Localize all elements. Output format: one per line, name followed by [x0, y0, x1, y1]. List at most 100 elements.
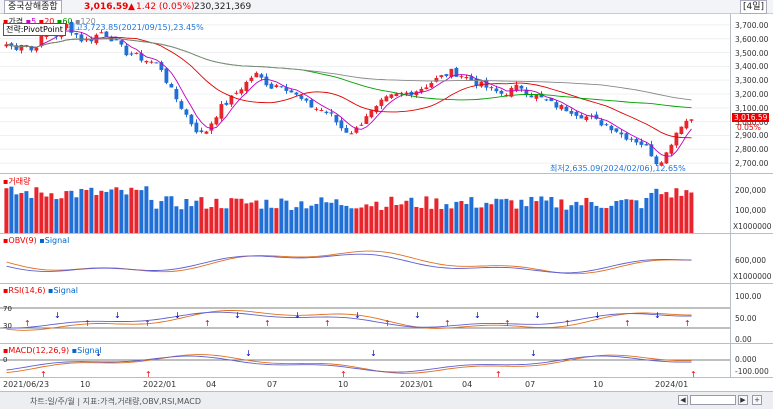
price-candle: [234, 92, 239, 94]
price-candle: [494, 88, 499, 92]
volume-bar: [59, 198, 64, 233]
price-candles: [0, 19, 730, 167]
macd-legend[interactable]: ▪MACD(12,26,9) ▪Signal: [3, 346, 102, 355]
price-candle: [29, 45, 34, 51]
volume-bar: [324, 202, 329, 233]
price-legend[interactable]: ▪가격 ▪5 ▪20 ▪60 ▪120: [3, 17, 96, 26]
volume-bar: [409, 197, 414, 233]
volume-bar: [444, 204, 449, 233]
rsi-legend[interactable]: ▪RSI(14,6) ▪Signal: [3, 286, 79, 295]
price-candle: [149, 61, 154, 63]
volume-bar: [629, 199, 634, 233]
price-legend-label: 가격: [8, 17, 24, 26]
rsi-pane[interactable]: ▪RSI(14,6) ▪Signal 70 30 ↑ ↓ ↑ ↓ ↑ ↓ ↑ ↓ ↑ ↓ ↑ ↓ ↑ ↓ ↑…: [0, 284, 730, 344]
volume-bar: [249, 202, 254, 233]
price-candle: [384, 96, 389, 102]
volume-bar: [294, 207, 299, 233]
price-candle: [164, 68, 169, 83]
obv-tick: 600,000: [735, 256, 767, 265]
price-candle: [459, 76, 464, 78]
sell-signal-icon: ↓: [174, 311, 181, 320]
index-name[interactable]: 중국상해종합: [4, 0, 62, 14]
volume-bar: [264, 199, 269, 233]
last-pct-tag: 0.05%: [737, 123, 761, 133]
volume-bar: [554, 207, 559, 233]
date-tick: 10: [80, 380, 91, 389]
price-candle: [139, 53, 144, 61]
volume-bar: [339, 205, 344, 233]
price-candle: [19, 44, 24, 51]
volume-bar: [354, 208, 359, 233]
price-candle: [329, 112, 334, 114]
strategy-label[interactable]: 전략:PivotPoint: [3, 23, 66, 36]
price-candle: [4, 44, 9, 47]
price-candle: [654, 156, 659, 165]
last-price-tag: 3,016.59: [732, 113, 770, 123]
macd-legend-signal: Signal: [77, 346, 102, 355]
obv-legend-main: OBV(9): [8, 236, 37, 245]
volume-bar: [194, 200, 199, 233]
price-candle: [574, 111, 579, 116]
price-candle: [199, 130, 204, 133]
volume-bar: [399, 204, 404, 233]
buy-signal-icon: ↑: [504, 319, 511, 328]
period-selector[interactable]: [4일]: [739, 0, 767, 14]
price-tick: 3,100.00: [735, 103, 769, 113]
ma20-line: [6, 37, 692, 139]
price-candle: [454, 67, 459, 77]
volume-bar: [344, 205, 349, 233]
volume-bar: [619, 200, 624, 233]
volume-bar: [459, 201, 464, 233]
volume-bar: [564, 209, 569, 233]
scroll-left-button[interactable]: ◀: [678, 395, 688, 405]
buy-signal-icon: ↑: [444, 319, 451, 328]
buy-signal-icon: ↑: [145, 370, 152, 378]
volume-bar: [289, 209, 294, 233]
volume-bar: [499, 199, 504, 233]
price-candle: [524, 89, 529, 96]
obv-yaxis: 600,000 X1000000: [730, 234, 773, 284]
macd-pane[interactable]: ▪MACD(12,26,9) ▪Signal 0 ↑ ↓ ↑ ↓ ↑ ↓ ↑ ↓ ↑: [0, 344, 730, 378]
ma120-legend: 120: [80, 17, 96, 26]
macd-tick: -100.000: [735, 367, 769, 376]
date-axis: 2021/06/23 10 2022/01 04 07 10 2023/01 0…: [0, 378, 773, 392]
price-pane[interactable]: ▪가격 ▪5 ▪20 ▪60 ▪120 전략:PivotPoint 최고3,72…: [0, 14, 730, 174]
volume-bar: [429, 208, 434, 233]
zoom-button[interactable]: +: [752, 395, 762, 405]
sell-signal-icon: ↓: [530, 349, 537, 358]
obv-pane[interactable]: ▪OBV(9) ▪Signal: [0, 234, 730, 284]
buy-signal-icon: ↑: [384, 319, 391, 328]
obv-lines: [6, 250, 692, 275]
obv-legend[interactable]: ▪OBV(9) ▪Signal: [3, 236, 70, 245]
volume-pane[interactable]: ▪거래량: [0, 174, 730, 234]
price-candle: [669, 144, 674, 154]
price-candle: [114, 39, 119, 41]
date-tick: 2022/01: [143, 380, 177, 389]
buy-signal-icon: ↑: [324, 319, 331, 328]
date-tick: 2024/01: [655, 380, 689, 389]
volume-bar: [4, 188, 9, 233]
price-candle: [689, 119, 694, 121]
rsi-lines: ↑ ↓ ↑ ↓ ↑ ↓ ↑ ↓ ↑ ↓ ↑ ↓ ↑ ↓ ↑ ↓ ↑ ↓ ↑ ↓ ↑ ↓ ↑: [0, 307, 730, 331]
volume-bar: [44, 196, 49, 233]
price-candle: [509, 87, 514, 97]
volume-bar: [534, 201, 539, 233]
volume-bar: [379, 209, 384, 233]
volume-bar: [259, 208, 264, 233]
price-candle: [429, 82, 434, 88]
volume-legend[interactable]: ▪거래량: [3, 177, 31, 186]
volume-bar: [539, 196, 544, 233]
chart-scrollbar[interactable]: [690, 395, 736, 405]
price-candle: [249, 77, 254, 81]
rsi-legend-signal: Signal: [53, 286, 79, 295]
volume-bar: [454, 201, 459, 233]
price-candle: [224, 102, 229, 105]
price-candle: [309, 100, 314, 108]
sell-signal-icon: ↓: [294, 311, 301, 320]
volume-bar: [549, 196, 554, 233]
volume-bar: [134, 189, 139, 233]
sell-signal-icon: ↓: [414, 311, 421, 320]
price-candle: [449, 68, 454, 77]
price-tick: 2,900.00: [735, 131, 769, 141]
scroll-right-button[interactable]: ▶: [738, 395, 748, 405]
